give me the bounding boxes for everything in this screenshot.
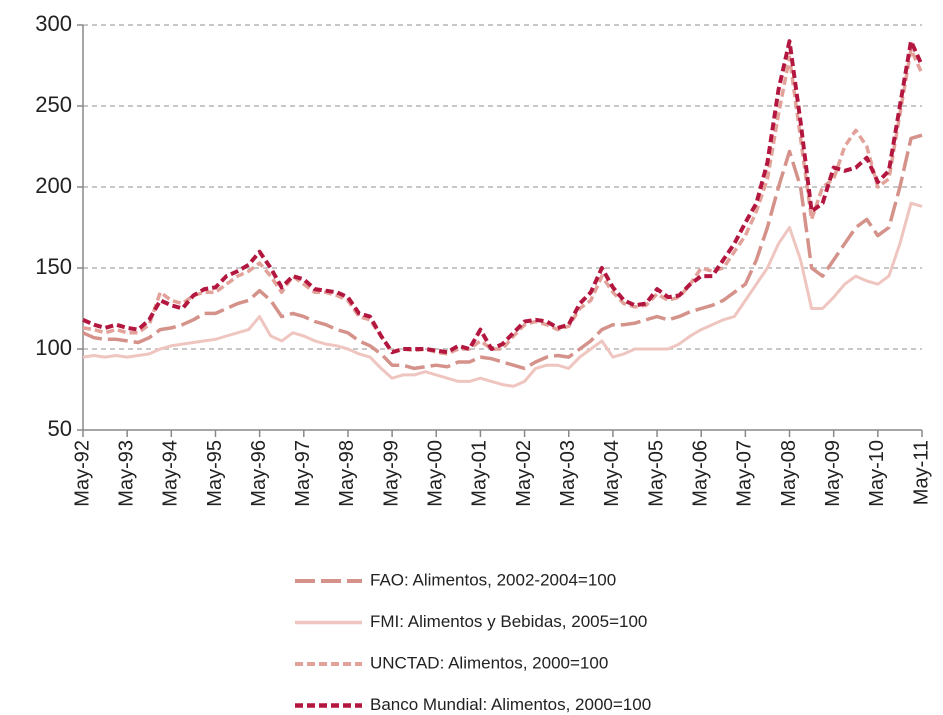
- x-tick-label: May-00: [425, 440, 447, 507]
- x-tick-label: May-03: [557, 440, 579, 507]
- x-tick-label: May-99: [380, 440, 402, 507]
- x-tick-label: May-08: [778, 440, 800, 507]
- series-line: [82, 47, 924, 356]
- series-line: [82, 133, 923, 371]
- legend-label: FAO: Alimentos, 2002-2004=100: [370, 570, 616, 589]
- x-tick-label: May-96: [248, 440, 270, 507]
- series-line: [82, 39, 924, 355]
- legend-label: Banco Mundial: Alimentos, 2000=100: [370, 695, 651, 714]
- y-tick-label: 150: [35, 254, 72, 279]
- x-tick-label: May-04: [601, 440, 623, 507]
- x-tick-label: May-02: [513, 440, 535, 507]
- y-tick-label: 300: [35, 11, 72, 36]
- x-tick-label: May-11: [910, 440, 932, 505]
- series-line: [82, 201, 923, 388]
- legend-label: UNCTAD: Alimentos, 2000=100: [370, 653, 608, 672]
- y-tick-label: 250: [35, 92, 72, 117]
- x-tick-label: May-95: [204, 440, 226, 507]
- x-tick-label: May-01: [469, 440, 491, 507]
- x-tick-label: May-98: [336, 440, 358, 507]
- x-tick-label: May-05: [645, 440, 667, 507]
- x-tick-label: May-06: [689, 440, 711, 507]
- y-tick-label: 200: [35, 173, 72, 198]
- x-tick-label: May-09: [822, 440, 844, 507]
- x-tick-label: May-94: [160, 440, 182, 507]
- x-tick-label: May-07: [734, 440, 756, 507]
- legend-label: FMI: Alimentos y Bebidas, 2005=100: [370, 612, 647, 631]
- x-tick-label: May-10: [866, 440, 888, 507]
- x-tick-label: May-93: [115, 440, 137, 507]
- y-tick-label: 50: [48, 416, 72, 441]
- y-tick-label: 100: [35, 335, 72, 360]
- x-tick-label: May-97: [292, 440, 314, 507]
- x-tick-label: May-92: [71, 440, 93, 507]
